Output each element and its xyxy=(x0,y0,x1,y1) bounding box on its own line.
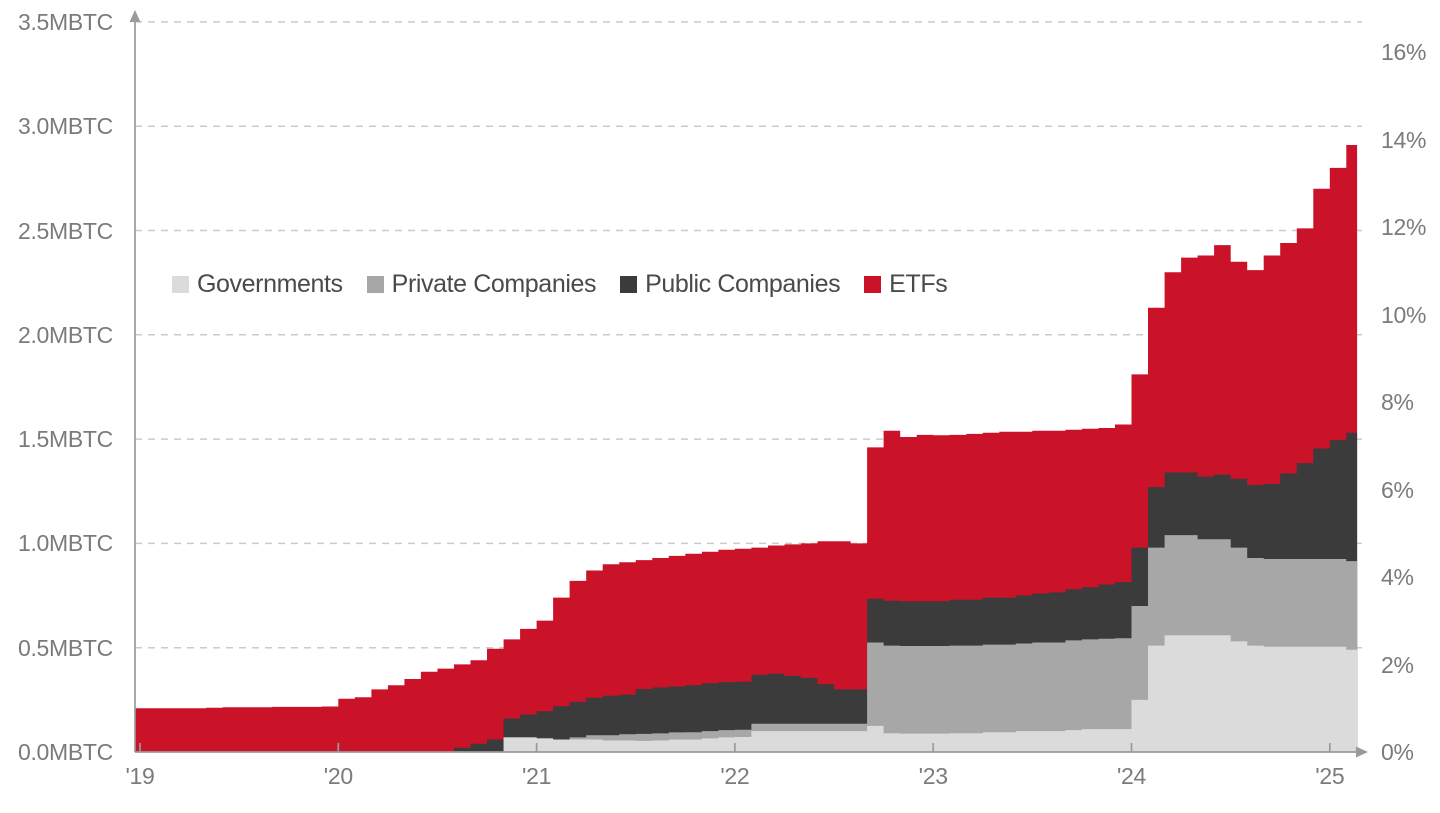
y-left-tick-label: 3.5MBTC xyxy=(17,8,113,35)
chart-legend: Governments Private Companies Public Com… xyxy=(172,270,948,299)
y-left-tick-label: 2.5MBTC xyxy=(17,217,113,244)
legend-item-etfs: ETFs xyxy=(864,270,948,299)
governments-swatch-icon xyxy=(172,276,189,293)
y-right-tick-label: 14% xyxy=(1381,126,1427,153)
x-year-tick-label: '20 xyxy=(323,763,353,789)
y-left-tick-label: 2.0MBTC xyxy=(17,321,113,348)
y-left-tick-label: 0.5MBTC xyxy=(17,634,113,661)
y-left-tick-label: 1.0MBTC xyxy=(17,530,113,557)
area-private-companies xyxy=(135,535,1358,752)
x-axis-arrow-icon xyxy=(1356,746,1368,758)
legend-item-public-companies: Public Companies xyxy=(620,270,841,299)
legend-label: Public Companies xyxy=(645,270,841,298)
y-axis-arrow-icon xyxy=(129,10,141,22)
x-year-tick-label: '23 xyxy=(918,763,948,789)
y-right-tick-label: 0% xyxy=(1381,739,1414,765)
area-governments xyxy=(135,635,1358,752)
y-left-tick-label: 0.0MBTC xyxy=(17,739,113,765)
legend-label: Governments xyxy=(197,270,343,298)
y-right-tick-label: 2% xyxy=(1381,651,1414,678)
y-right-tick-label: 16% xyxy=(1381,39,1427,65)
y-right-tick-label: 12% xyxy=(1381,214,1427,240)
y-left-tick-label: 1.5MBTC xyxy=(17,426,113,453)
x-year-tick-label: '24 xyxy=(1116,763,1147,789)
y-right-tick-label: 8% xyxy=(1381,389,1414,415)
x-year-tick-label: '19 xyxy=(125,763,155,789)
etfs-swatch-icon xyxy=(864,276,882,293)
y-right-tick-label: 4% xyxy=(1381,564,1414,590)
y-right-tick-label: 6% xyxy=(1381,476,1414,503)
y-left-tick-label: 3.0MBTC xyxy=(17,113,113,140)
x-year-tick-label: '25 xyxy=(1315,763,1345,789)
x-year-tick-label: '22 xyxy=(720,763,750,789)
legend-label: Private Companies xyxy=(391,270,597,298)
x-year-tick-label: '21 xyxy=(522,763,552,789)
public-companies-swatch-icon xyxy=(620,276,638,293)
legend-label: ETFs xyxy=(889,270,948,298)
private-companies-swatch-icon xyxy=(366,276,384,293)
legend-item-private-companies: Private Companies xyxy=(366,270,597,299)
y-right-tick-label: 10% xyxy=(1381,301,1427,328)
legend-item-governments: Governments xyxy=(172,270,343,299)
